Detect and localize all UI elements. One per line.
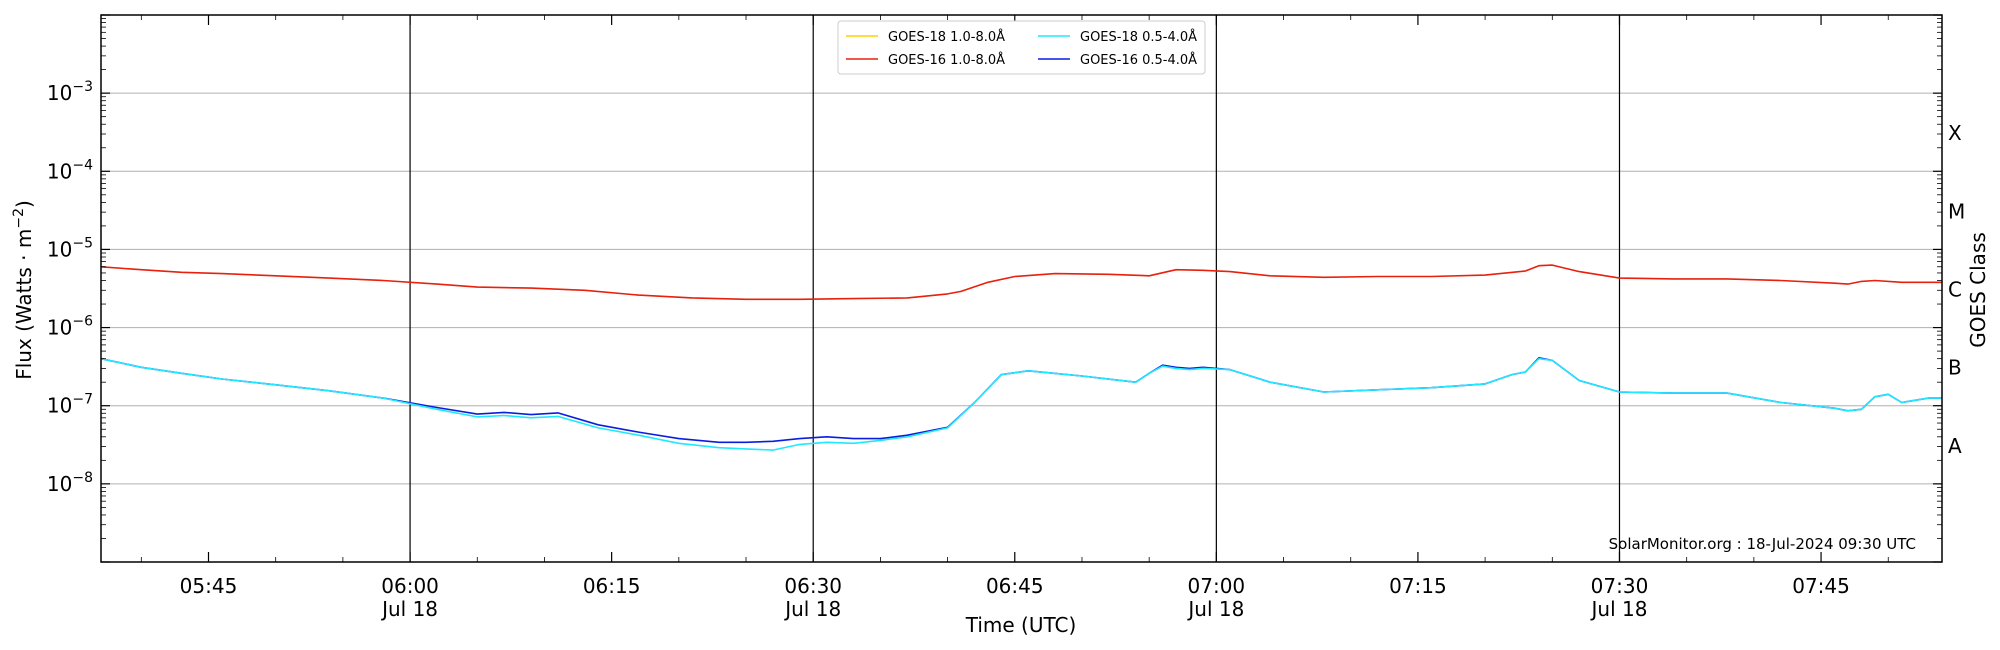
y-tick-label: 10−3: [47, 79, 93, 105]
legend-label: GOES-16 1.0-8.0Å: [888, 52, 1005, 68]
legend: GOES-18 1.0-8.0Å GOES-16 1.0-8.0Å GOES-18 …: [837, 20, 1206, 75]
x-tick-label: 06:45: [986, 574, 1044, 598]
x-tick-date-label: Jul 18: [380, 597, 438, 621]
legend-label: GOES-16 0.5-4.0Å: [1080, 52, 1197, 68]
legend-frame: [837, 20, 1206, 75]
goes-class-label: A: [1948, 434, 1962, 458]
x-tick-date-label: Jul 18: [783, 597, 841, 621]
y-tick-label: 10−5: [47, 235, 93, 261]
x-tick-label: 06:30: [784, 574, 842, 598]
y-tick-label: 10−6: [47, 314, 93, 340]
y-tick-label: 10−4: [47, 157, 93, 183]
y-axis-title-exponent: −2: [11, 208, 27, 229]
legend-label: GOES-18 0.5-4.0Å: [1080, 29, 1197, 45]
series-line: [100, 264, 1942, 301]
x-axis-title: Time (UTC): [965, 613, 1077, 637]
x-tick-label: 05:45: [180, 574, 238, 598]
goes-class-label: B: [1948, 356, 1962, 380]
goes-class-label: C: [1948, 278, 1962, 302]
goes-class-label: M: [1948, 199, 1965, 223]
data-series: [100, 264, 1942, 451]
x-tick-label: 07:45: [1792, 574, 1850, 598]
x-tick-date-label: Jul 18: [1590, 597, 1648, 621]
axis-ticks: [101, 14, 1942, 563]
right-axis-title: GOES Class: [1966, 232, 1990, 348]
x-tick-label: 06:15: [583, 574, 641, 598]
credit-text: SolarMonitor.org : 18-Jul-2024 09:30 UTC: [1609, 535, 1916, 553]
day-boundary-lines: [409, 15, 1621, 562]
x-tick-date-label: Jul 18: [1186, 597, 1244, 621]
x-tick-label: 07:15: [1389, 574, 1447, 598]
goes-class-label: X: [1948, 121, 1962, 145]
legend-label: GOES-18 1.0-8.0Å: [888, 29, 1005, 45]
x-tick-label: 07:30: [1591, 574, 1649, 598]
y-tick-label: 10−8: [47, 470, 93, 496]
y-axis-title: Flux (Watts · m−2): [11, 200, 36, 380]
grid-lines: [101, 92, 1942, 485]
y-tick-labels: 10−8 10−7 10−6 10−5 10−4 10−3: [47, 79, 93, 496]
y-tick-label: 10−7: [47, 392, 93, 418]
goes-class-labels: A B C M X: [1948, 121, 1965, 458]
series-line: [100, 357, 1942, 451]
x-tick-label: 07:00: [1188, 574, 1246, 598]
x-tick-label: 06:00: [381, 574, 439, 598]
plot-frame: [100, 14, 1943, 563]
